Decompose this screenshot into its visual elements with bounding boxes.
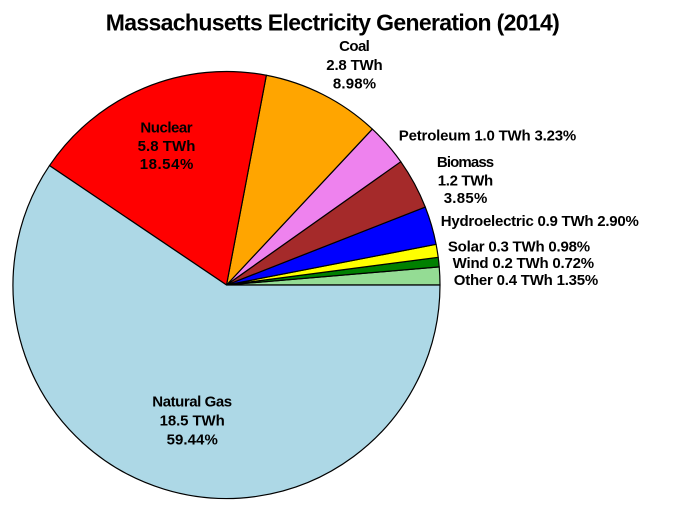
- svg-text:Natural Gas: Natural Gas: [152, 393, 232, 410]
- svg-text:Wind 0.2 TWh 0.72%: Wind 0.2 TWh 0.72%: [453, 255, 595, 272]
- svg-text:Petroleum 1.0 TWh 3.23%: Petroleum 1.0 TWh 3.23%: [399, 128, 576, 145]
- svg-text:Biomass: Biomass: [437, 154, 494, 171]
- svg-text:Coal: Coal: [339, 38, 370, 55]
- svg-text:2.8 TWh: 2.8 TWh: [326, 57, 382, 74]
- svg-text:5.8 TWh: 5.8 TWh: [138, 138, 196, 155]
- svg-text:Hydroelectric 0.9 TWh 2.90%: Hydroelectric 0.9 TWh 2.90%: [441, 213, 639, 230]
- svg-text:Nuclear: Nuclear: [140, 119, 192, 136]
- svg-text:Other 0.4 TWh 1.35%: Other 0.4 TWh 1.35%: [454, 272, 599, 289]
- svg-text:3.85%: 3.85%: [444, 190, 488, 207]
- svg-text:1.2 TWh: 1.2 TWh: [438, 173, 493, 190]
- svg-text:18.5 TWh: 18.5 TWh: [160, 412, 225, 429]
- svg-text:59.44%: 59.44%: [167, 431, 218, 448]
- svg-text:18.54%: 18.54%: [140, 156, 194, 173]
- svg-text:8.98%: 8.98%: [333, 76, 376, 93]
- svg-text:Solar 0.3 TWh 0.98%: Solar 0.3 TWh 0.98%: [448, 238, 590, 255]
- svg-text:Massachusetts Electricity Gene: Massachusetts Electricity Generation (20…: [106, 9, 560, 35]
